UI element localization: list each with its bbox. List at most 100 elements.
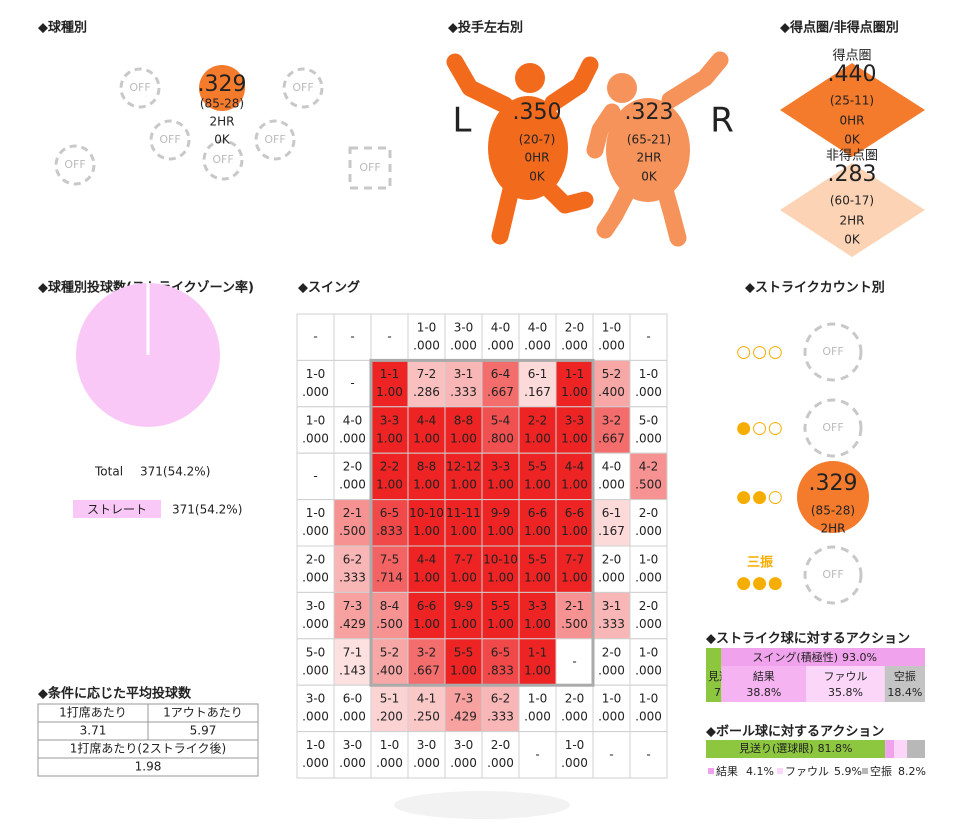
cell-empty: - bbox=[609, 747, 613, 761]
cell bbox=[518, 591, 557, 640]
cell-rate: .800 bbox=[487, 431, 514, 445]
cell bbox=[333, 499, 372, 547]
diamond bbox=[780, 63, 925, 157]
cell-count: 4-1 bbox=[417, 692, 437, 706]
segment-value: 18.4% bbox=[887, 686, 922, 699]
cell-rate: .000 bbox=[413, 756, 440, 770]
cell-rate: 1.00 bbox=[561, 385, 588, 399]
record: (20-7) bbox=[519, 133, 556, 147]
count-label: 三振 bbox=[747, 555, 773, 571]
cell-count: 2-2 bbox=[380, 460, 400, 474]
cell-rate: .167 bbox=[524, 385, 551, 399]
k: 0K bbox=[844, 233, 861, 247]
cell-count: 2-2 bbox=[528, 413, 548, 427]
cell bbox=[296, 591, 335, 640]
cell-count: 2-0 bbox=[306, 553, 326, 567]
cell-rate: .667 bbox=[487, 385, 514, 399]
legend-swatch bbox=[862, 768, 868, 774]
cell-count: 4-0 bbox=[491, 321, 511, 335]
legend-swatch bbox=[777, 768, 783, 774]
cell-rate: 1.00 bbox=[413, 524, 440, 538]
hr: 0HR bbox=[525, 151, 550, 165]
cell-count: 1-0 bbox=[639, 692, 659, 706]
cell bbox=[296, 731, 335, 779]
cell bbox=[333, 406, 372, 454]
cell-count: 7-3 bbox=[343, 599, 363, 613]
action-segment bbox=[806, 666, 885, 702]
avg: .350 bbox=[513, 100, 562, 125]
silhouette bbox=[515, 63, 545, 93]
cell-count: 2-0 bbox=[602, 645, 622, 659]
avg: .323 bbox=[625, 100, 674, 125]
off-label: OFF bbox=[822, 421, 843, 434]
cell-rate: .000 bbox=[302, 663, 329, 677]
action-segment bbox=[885, 740, 895, 758]
segment-value: 38.8% bbox=[746, 686, 781, 699]
silhouette bbox=[536, 176, 594, 214]
cell-rate: .000 bbox=[487, 756, 514, 770]
cell-count: 6-0 bbox=[343, 692, 363, 706]
cell bbox=[296, 638, 335, 686]
cell-rate: 1.00 bbox=[487, 478, 514, 492]
record: (85-28) bbox=[811, 504, 855, 518]
cell bbox=[296, 359, 335, 408]
silhouette bbox=[656, 181, 687, 247]
cell-rate: .000 bbox=[339, 431, 366, 445]
cell-rate: 1.00 bbox=[376, 431, 403, 445]
cell-rate: 1.00 bbox=[376, 385, 403, 399]
cell bbox=[518, 452, 557, 501]
cell bbox=[629, 591, 668, 640]
off-icon bbox=[803, 322, 863, 382]
k: 0K bbox=[529, 170, 546, 184]
cell-rate: .143 bbox=[339, 663, 366, 677]
record: (65-21) bbox=[627, 133, 671, 147]
cell-count: 5-5 bbox=[528, 460, 548, 474]
legend-value: 371(54.2%) bbox=[172, 503, 242, 517]
cell bbox=[296, 684, 335, 733]
table-header: 1アウトあたり bbox=[163, 706, 243, 720]
cell-count: 6-5 bbox=[380, 506, 400, 520]
section-title: ◆スイング bbox=[298, 280, 360, 296]
off-label: OFF bbox=[359, 161, 380, 174]
record: (85-28) bbox=[200, 97, 244, 111]
cell bbox=[555, 452, 594, 501]
cell-rate: 1.00 bbox=[524, 617, 551, 631]
cell-count: 11-11 bbox=[446, 506, 481, 520]
table-value: 1.98 bbox=[135, 760, 162, 774]
avg: .283 bbox=[828, 162, 877, 187]
cell-count: 3-0 bbox=[343, 738, 363, 752]
cell-rate: .000 bbox=[524, 710, 551, 724]
cell-count: 7-1 bbox=[343, 645, 363, 659]
cell-count: 4-0 bbox=[602, 460, 622, 474]
cell bbox=[444, 545, 483, 593]
cell-rate: .000 bbox=[302, 756, 329, 770]
cell-count: 6-6 bbox=[565, 506, 585, 520]
cell-empty: - bbox=[572, 655, 576, 669]
segment-name: ファウル bbox=[785, 765, 829, 778]
cell-count: 2-0 bbox=[639, 506, 659, 520]
section-title: ◆条件に応じた平均投球数 bbox=[38, 686, 192, 702]
cell-rate: .833 bbox=[376, 524, 403, 538]
off-label: OFF bbox=[129, 81, 150, 94]
cell-count: 10-10 bbox=[483, 553, 518, 567]
cell-rate: .833 bbox=[487, 663, 514, 677]
balls: ●●● bbox=[736, 573, 784, 593]
cell-count: 5-5 bbox=[491, 599, 511, 613]
cell-rate: 1.00 bbox=[450, 431, 477, 445]
segment-value: 5.9% bbox=[834, 765, 862, 778]
section-title: ◆得点圏/非得点圏別 bbox=[780, 20, 899, 36]
cell-rate: 1.00 bbox=[524, 478, 551, 492]
cell bbox=[407, 638, 446, 686]
avg: .329 bbox=[809, 471, 858, 496]
cell-count: 4-2 bbox=[639, 460, 659, 474]
k: 0K bbox=[844, 133, 861, 147]
cell-rate: 1.00 bbox=[413, 571, 440, 585]
cell bbox=[407, 731, 446, 779]
cell-count: 7-7 bbox=[454, 553, 474, 567]
cell-rate: .000 bbox=[635, 524, 662, 538]
segment-name: 結果 bbox=[753, 669, 775, 683]
cell bbox=[407, 406, 446, 454]
cell bbox=[407, 313, 446, 361]
cell-rate: .333 bbox=[598, 617, 625, 631]
cell-count: 7-5 bbox=[380, 553, 400, 567]
